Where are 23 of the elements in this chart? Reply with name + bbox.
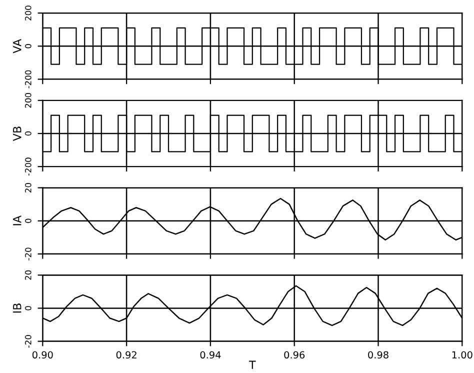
x-tick-label: 0.90 <box>32 351 53 359</box>
x-tick-label: 0.94 <box>200 351 221 359</box>
y-tick-label: 200 <box>25 6 32 20</box>
x-tick-label: 0.92 <box>116 351 136 359</box>
x-tick-label: 0.98 <box>368 351 388 359</box>
x-tick-label: 1.00 <box>452 351 472 359</box>
y-tick-label: 0 <box>25 306 32 310</box>
y-axis-title: VA <box>13 38 22 54</box>
y-axis-title: IB <box>13 304 22 313</box>
x-axis-title: T <box>248 360 256 369</box>
y-axis-title: IA <box>13 216 22 226</box>
y-axis-title: VB <box>13 126 22 142</box>
y-tick-label: 0 <box>25 131 32 136</box>
y-tick-label: 0 <box>25 44 32 48</box>
y-tick-label: -200 <box>25 158 32 176</box>
y-tick-label: -200 <box>25 70 32 88</box>
y-tick-label: 20 <box>25 270 32 280</box>
y-tick-label: -20 <box>25 248 32 260</box>
y-tick-label: 0 <box>25 218 32 223</box>
x-tick-label: 0.96 <box>284 351 305 359</box>
y-tick-label: 20 <box>25 183 32 192</box>
y-tick-label: 200 <box>25 93 32 108</box>
y-tick-label: -20 <box>25 335 32 348</box>
